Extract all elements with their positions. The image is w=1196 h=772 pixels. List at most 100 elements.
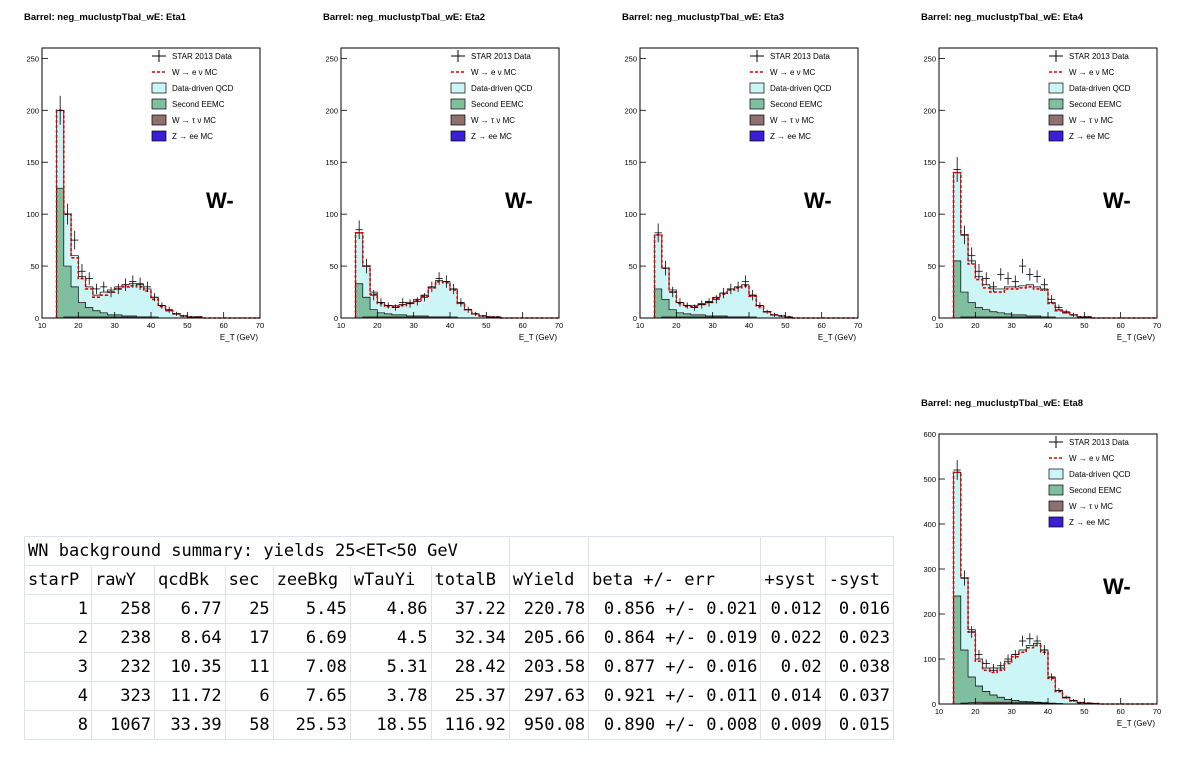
table-cell: 203.58 [508, 652, 590, 682]
table-cell: 58 [224, 710, 274, 740]
x-tick-label: 20 [971, 321, 979, 330]
legend-entry: W → e ν MC [172, 68, 218, 77]
legend-swatch [151, 82, 167, 94]
table-cell: 28.42 [430, 652, 510, 682]
table-title: WN background summary: yields 25<ET<50 G… [24, 536, 510, 566]
table-cell: 6.69 [272, 623, 351, 653]
legend-swatch [749, 114, 765, 126]
table-cell: 323 [91, 681, 155, 711]
x-tick-label: 50 [1080, 707, 1088, 716]
table-cell: 25 [224, 594, 274, 624]
y-tick-label: 50 [928, 262, 936, 271]
legend-swatch [450, 98, 466, 110]
table-cell: 0.016 [824, 594, 895, 624]
table-cell: 0.02 [760, 652, 826, 682]
legend-swatch [151, 98, 167, 110]
w-minus-label: W- [505, 188, 533, 213]
table-cell: 5.45 [272, 594, 351, 624]
y-tick-label: 100 [923, 655, 936, 664]
x-tick-label: 70 [256, 321, 264, 330]
x-tick-label: 70 [854, 321, 862, 330]
legend-swatch [1048, 500, 1064, 512]
table-cell: 25.53 [272, 710, 351, 740]
x-tick-label: 50 [183, 321, 191, 330]
table-cell: 1 [23, 594, 93, 624]
qcd-stack-area [56, 109, 260, 319]
table-cell: 4 [23, 681, 93, 711]
legend-entry: STAR 2013 Data [770, 52, 830, 61]
table-cell: 37.22 [430, 594, 510, 624]
x-tick-label: 60 [1116, 707, 1124, 716]
column-header: totalB [430, 565, 510, 595]
y-tick-label: 150 [923, 158, 936, 167]
legend-swatch [1048, 82, 1064, 94]
legend-entry: W → τ ν MC [770, 116, 814, 125]
table-cell: 0.864 +/- 0.019 [588, 623, 762, 653]
legend-swatch [1048, 130, 1064, 142]
legend-entry: W → τ ν MC [1069, 116, 1113, 125]
x-tick-label: 20 [971, 707, 979, 716]
table-title-blank [588, 536, 762, 566]
table-cell: 0.038 [824, 652, 895, 682]
y-tick-label: 150 [325, 158, 338, 167]
legend-entry: Z → ee MC [172, 132, 213, 141]
table-cell: 11.72 [153, 681, 226, 711]
legend-entry: STAR 2013 Data [471, 52, 531, 61]
w-minus-label: W- [1103, 574, 1131, 599]
legend-entry: Data-driven QCD [172, 84, 234, 93]
table-cell: 116.92 [430, 710, 510, 740]
x-tick-label: 30 [1007, 321, 1015, 330]
x-axis-label: E_T (GeV) [818, 333, 856, 342]
table-cell: 0.023 [824, 623, 895, 653]
y-tick-label: 200 [325, 106, 338, 115]
y-tick-label: 100 [923, 210, 936, 219]
x-tick-label: 40 [147, 321, 155, 330]
panel-title: Barrel: neg_muclustpTbal_wE: Eta3 [622, 12, 784, 23]
legend-entry: Data-driven QCD [1069, 84, 1131, 93]
legend-swatch [450, 130, 466, 142]
legend-entry: Z → ee MC [770, 132, 811, 141]
table-cell: 950.08 [508, 710, 590, 740]
table-cell: 8.64 [153, 623, 226, 653]
table-cell: 0.890 +/- 0.008 [588, 710, 762, 740]
legend-entry: W → τ ν MC [172, 116, 216, 125]
legend-swatch [151, 114, 167, 126]
table-row: 8 1067 33.39 58 25.53 18.55 116.92 950.08 0.890 … [23, 710, 895, 740]
x-tick-label: 10 [337, 321, 345, 330]
legend-entry: Second EEMC [1069, 100, 1122, 109]
y-tick-label: 200 [624, 106, 637, 115]
legend-swatch [1048, 468, 1064, 480]
x-axis-label: E_T (GeV) [220, 333, 258, 342]
table-cell: 17 [224, 623, 274, 653]
table-row: 4 323 11.72 6 7.65 3.78 25.37 297.63 0.921 +/- 0… [23, 681, 895, 711]
legend-entry: Z → ee MC [1069, 518, 1110, 527]
legend-swatch [749, 130, 765, 142]
legend-entry: Data-driven QCD [770, 84, 832, 93]
legend-swatch [1048, 98, 1064, 110]
column-header: wYield [508, 565, 590, 595]
x-tick-label: 40 [1044, 321, 1052, 330]
legend-entry: W → e ν MC [770, 68, 816, 77]
table-cell: 2 [23, 623, 93, 653]
table-cell: 238 [91, 623, 155, 653]
y-tick-label: 0 [35, 314, 39, 323]
background-summary-table: WN background summary: yields 25<ET<50 G… [23, 536, 895, 740]
table-cell: 6 [224, 681, 274, 711]
table-cell: 11 [224, 652, 274, 682]
table-title-row: WN background summary: yields 25<ET<50 G… [24, 536, 895, 566]
x-tick-label: 60 [817, 321, 825, 330]
y-tick-label: 200 [923, 106, 936, 115]
y-tick-label: 100 [325, 210, 338, 219]
panel-title: Barrel: neg_muclustpTbal_wE: Eta1 [24, 12, 187, 23]
x-axis-label: E_T (GeV) [1117, 719, 1155, 728]
panel-title: Barrel: neg_muclustpTbal_wE: Eta8 [921, 398, 1083, 409]
x-tick-label: 50 [781, 321, 789, 330]
x-tick-label: 30 [409, 321, 417, 330]
column-header: starP [23, 565, 93, 595]
table-cell: 0.037 [824, 681, 895, 711]
y-tick-label: 0 [633, 314, 637, 323]
legend-swatch [1048, 484, 1064, 496]
column-header: rawY [91, 565, 155, 595]
legend-entry: Second EEMC [1069, 486, 1122, 495]
x-tick-label: 30 [110, 321, 118, 330]
